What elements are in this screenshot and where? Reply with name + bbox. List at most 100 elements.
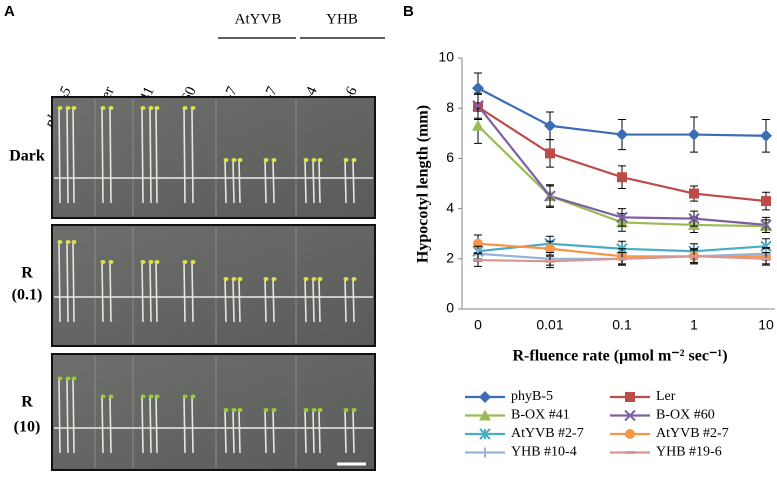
cotyledon <box>343 277 349 281</box>
cotyledon <box>271 158 277 162</box>
marker <box>616 128 628 141</box>
marker <box>544 190 556 202</box>
seedling <box>224 159 227 204</box>
legend-label: YHB #10-4 <box>511 445 577 460</box>
cotyledon <box>71 106 77 110</box>
cotyledon <box>108 260 114 264</box>
seedling <box>141 396 144 454</box>
seedling <box>101 107 104 204</box>
seedling <box>155 396 158 454</box>
seedling <box>155 107 158 204</box>
marker <box>625 429 635 439</box>
cotyledon <box>271 408 277 412</box>
seedling <box>109 107 112 204</box>
cotyledon <box>100 106 106 110</box>
cotyledon <box>237 158 243 162</box>
cotyledon <box>237 408 243 412</box>
seedling <box>149 261 152 323</box>
seedling <box>58 241 61 323</box>
cotyledon <box>140 106 146 110</box>
cotyledon <box>231 277 237 281</box>
cotyledon <box>71 240 77 244</box>
seedling <box>66 107 69 204</box>
cotyledon <box>223 277 229 281</box>
cotyledon <box>148 106 154 110</box>
legend-label: AtYVB #2-7 <box>511 426 584 441</box>
cotyledon <box>190 260 196 264</box>
x-tick-label: 0.1 <box>612 317 632 333</box>
x-tick-label: 10 <box>758 317 774 333</box>
cotyledon <box>263 158 269 162</box>
seedling <box>72 241 75 323</box>
seedling <box>318 278 321 323</box>
seedling <box>155 261 158 323</box>
cotyledon <box>311 277 317 281</box>
seedling <box>318 409 321 454</box>
panel-label: B <box>403 3 414 20</box>
cotyledon <box>148 394 154 399</box>
seedling <box>149 107 152 204</box>
cotyledon <box>190 106 196 110</box>
seedling <box>232 278 235 323</box>
cotyledon <box>182 260 188 264</box>
group-label: YHB <box>326 11 358 27</box>
seedling <box>191 396 194 454</box>
cotyledon <box>182 106 188 110</box>
cotyledon <box>223 158 229 162</box>
marker <box>617 172 627 183</box>
seedling <box>183 396 186 454</box>
marker <box>545 243 555 254</box>
seedling <box>101 396 104 454</box>
seedling <box>149 396 152 454</box>
seedling <box>312 409 315 454</box>
cotyledon <box>182 394 188 399</box>
seedling <box>352 159 355 204</box>
marker <box>689 188 699 199</box>
seedling <box>224 278 227 323</box>
seedling <box>352 409 355 454</box>
seedling <box>344 409 347 454</box>
cotyledon <box>57 106 63 110</box>
seedling <box>304 278 307 323</box>
y-tick-label: 10 <box>438 49 454 65</box>
cotyledon <box>108 106 114 110</box>
cotyledon <box>303 408 309 412</box>
marker <box>545 148 555 159</box>
marker <box>688 212 700 225</box>
seedling <box>58 107 61 204</box>
marker <box>624 409 636 422</box>
cotyledon <box>263 408 269 412</box>
cotyledon <box>231 158 237 162</box>
row-label: Dark <box>9 148 45 165</box>
legend-label: phyB-5 <box>511 389 553 404</box>
cotyledon <box>100 260 106 264</box>
marker <box>479 409 491 421</box>
seedling <box>109 261 112 323</box>
seedling <box>191 107 194 204</box>
seedling <box>72 378 75 454</box>
row-label: R <box>21 265 33 282</box>
seedling <box>272 159 275 204</box>
cotyledon <box>108 394 114 399</box>
seedling <box>312 278 315 323</box>
legend-label: B-OX #41 <box>511 408 570 423</box>
cotyledon <box>65 376 71 381</box>
seedling <box>183 261 186 323</box>
cotyledon <box>140 394 146 399</box>
seedling <box>141 261 144 323</box>
cotyledon <box>148 260 154 264</box>
y-axis-label: Hypocotyl length (mm) <box>415 105 432 263</box>
marker <box>688 128 700 141</box>
legend-label: Ler <box>656 389 676 404</box>
seedling <box>101 261 104 323</box>
cotyledon <box>317 277 323 281</box>
marker <box>544 119 556 132</box>
seedling <box>272 409 275 454</box>
y-tick-label: 2 <box>446 250 454 266</box>
cotyledon <box>317 158 323 162</box>
seedling <box>352 278 355 323</box>
x-tick-label: 0.01 <box>536 317 563 333</box>
cotyledon <box>303 158 309 162</box>
marker <box>472 82 484 95</box>
